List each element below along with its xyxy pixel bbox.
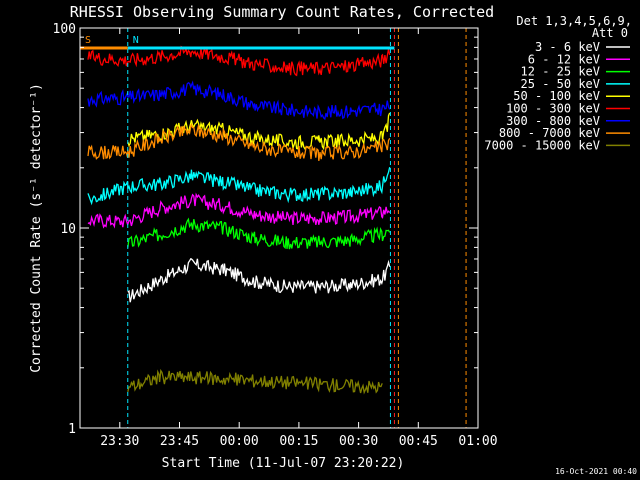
legend-label-5: 100 - 300 keV bbox=[506, 102, 600, 116]
legend-label-0: 3 - 6 keV bbox=[535, 40, 600, 54]
series-line-4 bbox=[127, 112, 391, 151]
y-axis-label: Corrected Count Rate (s⁻¹ detector⁻¹) bbox=[29, 83, 44, 373]
x-tick-label-0: 23:30 bbox=[100, 434, 139, 449]
x-axis-label: Start Time (11-Jul-07 23:20:22) bbox=[162, 456, 405, 471]
x-tick-label-2: 00:00 bbox=[220, 434, 259, 449]
x-tick-label-3: 00:15 bbox=[279, 434, 318, 449]
legend-label-1: 6 - 12 keV bbox=[528, 52, 600, 66]
plot-frame bbox=[79, 27, 479, 429]
x-tick-label-6: 01:00 bbox=[458, 434, 497, 449]
flag-label-0: S bbox=[85, 35, 91, 46]
series-line-1 bbox=[87, 192, 391, 229]
series-line-5 bbox=[87, 45, 391, 77]
chart-title: RHESSI Observing Summary Count Rates, Co… bbox=[70, 3, 494, 21]
y-tick-label-2: 100 bbox=[53, 22, 76, 37]
legend-label-8: 7000 - 15000 keV bbox=[484, 138, 600, 152]
series-line-0 bbox=[127, 258, 391, 303]
footer-date: 16-Oct-2021 00:40 bbox=[555, 467, 637, 476]
axes-layer: 23:30 23:45 00:00 00:15 00:30 00:45 01:00 1 10 10… bbox=[53, 22, 498, 449]
y-tick-label-1: 10 bbox=[60, 222, 76, 237]
legend-label-7: 800 - 7000 keV bbox=[499, 126, 600, 140]
series-line-6 bbox=[87, 80, 391, 121]
legend-label-6: 300 - 800 keV bbox=[506, 114, 600, 128]
series-line-3 bbox=[87, 167, 391, 206]
series-layer bbox=[87, 45, 391, 395]
series-line-8 bbox=[127, 368, 383, 395]
series-line-2 bbox=[127, 217, 391, 250]
x-tick-label-1: 23:45 bbox=[160, 434, 199, 449]
legend-label-2: 12 - 25 keV bbox=[521, 65, 600, 79]
flag-label-1: N bbox=[133, 35, 139, 46]
x-tick-label-4: 00:30 bbox=[339, 434, 378, 449]
series-line-7 bbox=[87, 123, 391, 161]
legend-header-line-2: Att 0 bbox=[592, 26, 628, 40]
y-tick-label-0: 1 bbox=[68, 422, 76, 437]
legend-label-3: 25 - 50 keV bbox=[521, 77, 600, 91]
legend-header-line-1: Det 1,3,4,5,6,9, bbox=[516, 14, 632, 28]
x-tick-label-5: 00:45 bbox=[399, 434, 438, 449]
legend-label-4: 50 - 100 keV bbox=[513, 89, 600, 103]
